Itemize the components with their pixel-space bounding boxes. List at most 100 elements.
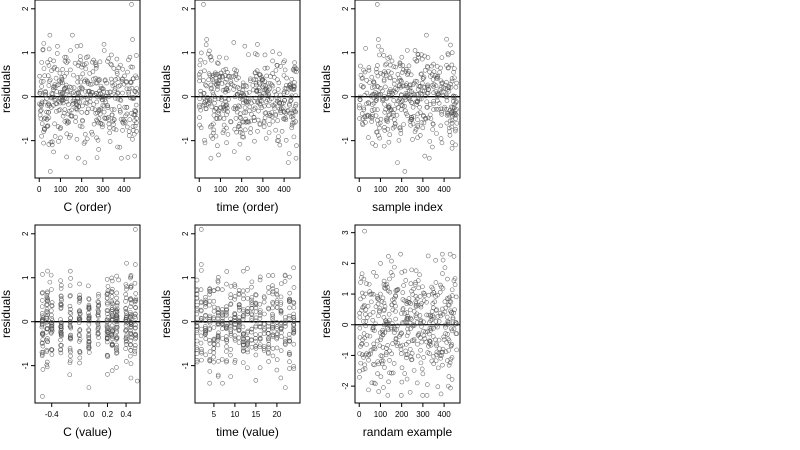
data-point	[40, 343, 46, 349]
data-point	[59, 75, 65, 80]
data-point	[128, 342, 134, 347]
data-point	[274, 326, 280, 331]
data-point	[83, 77, 88, 83]
data-point	[291, 87, 297, 92]
data-point	[237, 114, 243, 120]
data-point	[282, 279, 288, 284]
data-point	[408, 281, 414, 286]
data-point	[240, 94, 246, 99]
data-point	[45, 339, 50, 345]
data-point	[412, 129, 418, 134]
data-point	[232, 126, 238, 132]
x-axis-title: sample index	[372, 200, 443, 214]
data-point	[426, 344, 431, 349]
data-point	[104, 90, 110, 95]
data-point	[208, 54, 214, 59]
data-point	[113, 77, 118, 82]
panel-randam-example: randam example residuals 0 100 200 300 400-2…	[319, 224, 461, 439]
data-point	[418, 347, 423, 353]
data-point	[228, 329, 234, 335]
data-point	[197, 62, 203, 68]
y-axis-title: residuals	[319, 65, 333, 113]
data-point	[424, 393, 430, 398]
data-point	[275, 77, 280, 82]
data-point	[292, 60, 297, 65]
x-tick-label: 200	[75, 185, 89, 194]
data-point	[253, 343, 259, 349]
data-point	[211, 308, 217, 314]
data-point	[400, 297, 406, 302]
data-point	[411, 368, 417, 373]
data-point	[241, 331, 246, 336]
data-point	[270, 283, 275, 288]
data-point	[426, 331, 432, 337]
data-point	[58, 347, 63, 352]
data-point	[114, 350, 120, 355]
data-point	[270, 71, 275, 76]
data-point	[440, 346, 446, 352]
data-point	[74, 136, 80, 142]
data-point	[397, 60, 403, 66]
data-point	[435, 384, 441, 390]
data-point	[399, 70, 405, 75]
data-point	[89, 129, 94, 135]
data-point	[220, 287, 225, 292]
data-point	[71, 72, 76, 78]
data-point	[96, 147, 101, 152]
data-point	[238, 129, 243, 135]
data-point	[253, 352, 259, 358]
data-point	[203, 42, 209, 48]
data-point	[107, 89, 113, 95]
data-point	[211, 130, 216, 136]
data-point	[240, 288, 246, 294]
data-point	[77, 298, 83, 303]
data-point	[127, 54, 133, 60]
data-point	[376, 313, 381, 319]
data-point	[105, 330, 111, 336]
data-point	[283, 83, 289, 88]
data-point	[270, 291, 276, 297]
data-point	[59, 78, 65, 83]
data-point	[434, 131, 439, 136]
data-point	[256, 72, 262, 77]
data-point	[430, 313, 436, 319]
data-point	[449, 293, 455, 298]
data-point	[397, 334, 402, 339]
data-point	[207, 327, 213, 332]
data-point	[126, 57, 131, 63]
data-point	[449, 62, 455, 68]
data-point	[241, 292, 246, 298]
data-point	[114, 295, 119, 301]
data-point	[118, 98, 124, 103]
data-point	[130, 64, 135, 70]
data-point	[394, 102, 399, 107]
data-point	[107, 139, 113, 144]
data-point	[220, 315, 225, 321]
data-point	[440, 286, 446, 291]
data-point	[247, 104, 253, 110]
data-point	[261, 348, 267, 353]
data-point	[371, 341, 377, 347]
data-point	[430, 144, 435, 150]
data-point	[74, 43, 80, 49]
data-point	[383, 286, 388, 292]
x-tick-label: 20	[272, 410, 281, 419]
data-point	[222, 87, 228, 93]
data-point	[424, 90, 430, 96]
data-point	[416, 285, 421, 291]
data-point	[425, 65, 431, 70]
data-point	[57, 70, 63, 76]
data-point	[132, 89, 138, 94]
data-point	[105, 115, 111, 120]
data-point	[126, 86, 132, 92]
data-point	[392, 107, 397, 112]
data-point	[445, 302, 451, 308]
data-point	[118, 109, 123, 115]
data-point	[418, 317, 424, 323]
data-point	[380, 71, 386, 77]
data-point	[392, 330, 397, 335]
data-point	[105, 291, 110, 297]
x-tick-label: 300	[96, 185, 110, 194]
data-point	[252, 138, 257, 144]
data-point	[79, 64, 84, 70]
